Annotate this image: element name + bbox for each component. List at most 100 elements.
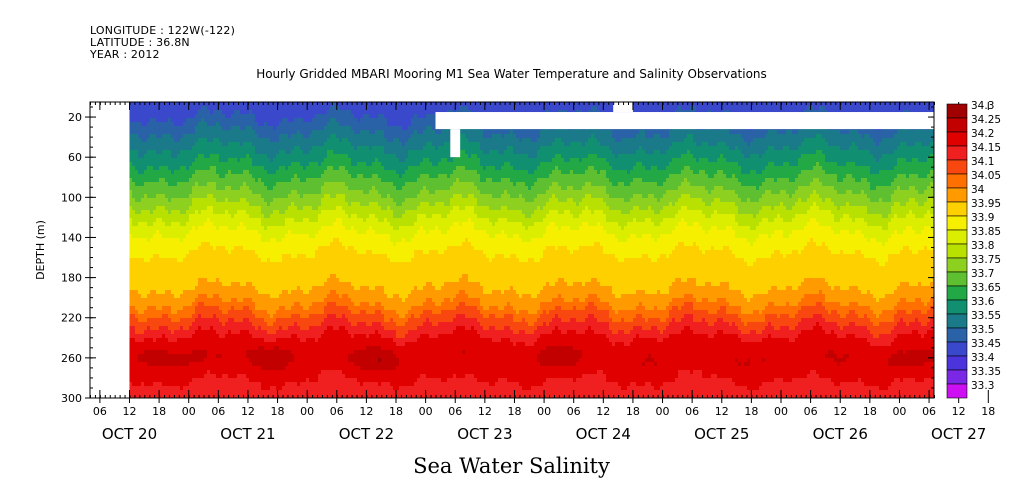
heatmap-cell [192,150,196,155]
heatmap-cell [198,214,202,219]
heatmap-cell [207,306,211,311]
heatmap-cell [213,122,217,127]
heatmap-cell [213,190,217,195]
heatmap-cell [195,298,199,303]
heatmap-cell [231,374,235,379]
heatmap-cell [150,166,154,171]
heatmap-cell [171,258,175,263]
heatmap-cell [156,290,160,295]
heatmap-cell [225,266,229,271]
heatmap-cell [195,270,199,275]
heatmap-cell [156,338,160,343]
heatmap-cell [150,102,154,107]
heatmap-cell [228,278,232,283]
heatmap-cell [201,374,205,379]
heatmap-cell [156,274,160,279]
heatmap-cell [216,202,220,207]
heatmap-cell [147,306,151,311]
heatmap-cell [207,130,211,135]
heatmap-cell [219,314,223,319]
heatmap-cell [201,110,205,115]
heatmap-cell [132,198,136,203]
heatmap-cell [231,214,235,219]
heatmap-cell [228,166,232,171]
heatmap-cell [141,310,145,315]
heatmap-cell [144,246,148,251]
heatmap-cell [207,294,211,299]
heatmap-cell [150,242,154,247]
heatmap-cell [174,226,178,231]
heatmap-cell [162,170,166,175]
heatmap-cell [198,386,202,391]
heatmap-cell [162,150,166,155]
heatmap-cell [234,106,238,111]
heatmap-cell [132,114,136,119]
heatmap-cell [141,246,145,251]
heatmap-cell [219,278,223,283]
heatmap-cell [192,338,196,343]
heatmap-cell [213,146,217,151]
heatmap-cell [141,270,145,275]
heatmap-cell [171,278,175,283]
heatmap-cell [228,154,232,159]
heatmap-cell [231,206,235,211]
heatmap-cell [153,366,157,371]
heatmap-cell [162,214,166,219]
heatmap-cell [186,286,190,291]
heatmap-cell [153,354,157,359]
heatmap-cell [144,358,148,363]
heatmap-cell [129,350,133,355]
heatmap-cell [138,370,142,375]
heatmap-cell [171,174,175,179]
heatmap-cell [192,370,196,375]
heatmap-cell [204,338,208,343]
heatmap-cell [129,274,133,279]
heatmap-cell [141,250,145,255]
heatmap-cell [219,250,223,255]
heatmap-cell [219,174,223,179]
heatmap-cell [171,134,175,139]
heatmap-cell [135,254,139,259]
heatmap-cell [198,198,202,203]
heatmap-cell [165,166,169,171]
heatmap-cell [225,318,229,323]
heatmap-cell [228,270,232,275]
heatmap-cell [144,250,148,255]
heatmap-cell [165,230,169,235]
heatmap-cell [171,334,175,339]
heatmap-cell [213,282,217,287]
heatmap-cell [201,294,205,299]
heatmap-cell [180,134,184,139]
heatmap-cell [174,338,178,343]
heatmap-cell [198,210,202,215]
heatmap-cell [147,190,151,195]
heatmap-cell [204,382,208,387]
heatmap-cell [189,146,193,151]
heatmap-cell [210,302,214,307]
heatmap-cell [186,202,190,207]
heatmap-cell [144,190,148,195]
heatmap-cell [180,374,184,379]
heatmap-cell [186,370,190,375]
heatmap-cell [177,238,181,243]
heatmap-cell [207,326,211,331]
heatmap-cell [156,254,160,259]
heatmap-cell [165,102,169,107]
heatmap-cell [150,134,154,139]
heatmap-cell [171,226,175,231]
heatmap-cell [168,358,172,363]
heatmap-cell [171,286,175,291]
heatmap-cell [183,350,187,355]
heatmap-cell [210,178,214,183]
heatmap-cell [189,106,193,111]
heatmap-cell [141,374,145,379]
heatmap-cell [144,130,148,135]
heatmap-cell [216,114,220,119]
heatmap-cell [141,318,145,323]
heatmap-cell [231,290,235,295]
heatmap-cell [189,326,193,331]
heatmap-cell [213,386,217,391]
heatmap-cell [174,242,178,247]
heatmap-cell [219,182,223,187]
